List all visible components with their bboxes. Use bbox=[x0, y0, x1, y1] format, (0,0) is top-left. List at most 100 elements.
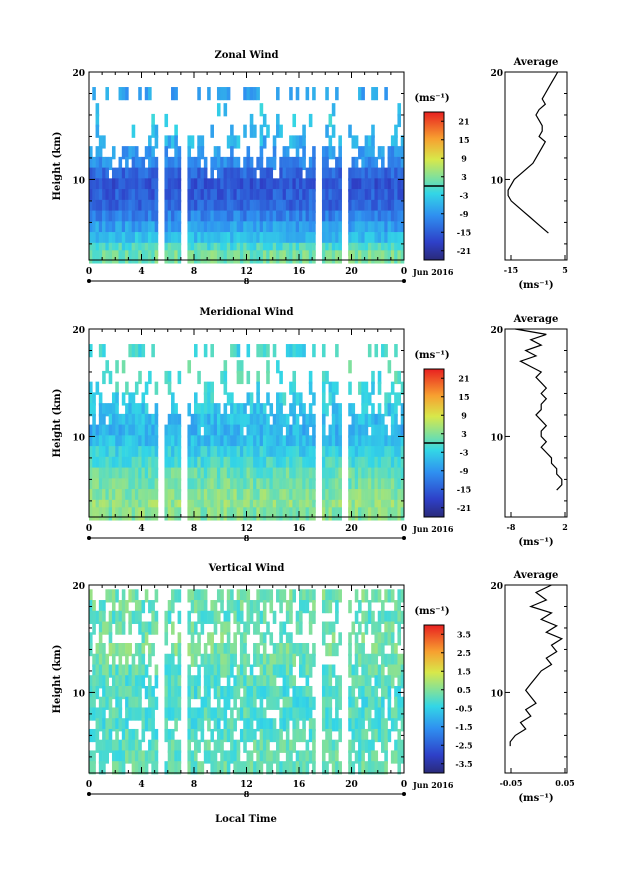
heatmap-cell bbox=[305, 600, 310, 614]
heatmap-cell bbox=[354, 507, 359, 521]
heatmap-cell bbox=[111, 146, 116, 160]
heatmap-cell bbox=[390, 456, 395, 471]
heatmap-cell bbox=[108, 232, 113, 246]
heatmap-cell bbox=[328, 242, 333, 256]
heatmap-cell bbox=[377, 489, 382, 503]
heatmap-cell bbox=[358, 167, 362, 181]
heatmap-cell bbox=[308, 489, 313, 503]
heatmap-cell bbox=[279, 467, 283, 481]
heatmap-cell bbox=[289, 446, 293, 460]
heatmap-cell bbox=[138, 189, 142, 203]
heatmap-cell bbox=[390, 381, 395, 395]
heatmap-cell bbox=[197, 232, 201, 246]
heatmap-cell bbox=[394, 392, 398, 406]
heatmap-cell bbox=[256, 499, 260, 513]
heatmap-cell bbox=[105, 87, 109, 101]
heatmap-cell bbox=[400, 135, 405, 149]
heatmap-cell bbox=[121, 167, 126, 181]
heatmap-cell bbox=[216, 589, 221, 603]
heatmap-cell bbox=[98, 653, 103, 667]
x-tick-label: 12 bbox=[240, 267, 253, 277]
heatmap-cell bbox=[125, 467, 129, 481]
heatmap-cell bbox=[262, 446, 267, 460]
heatmap-cell bbox=[377, 664, 382, 678]
heatmap-cell bbox=[253, 232, 257, 246]
heatmap-cell bbox=[243, 489, 247, 503]
heatmap-cell bbox=[154, 250, 159, 264]
heatmap-cell bbox=[177, 456, 182, 471]
heatmap-cell bbox=[259, 507, 264, 521]
heatmap-cell bbox=[190, 632, 195, 646]
heatmap-cell bbox=[243, 507, 247, 521]
heatmap-cell bbox=[292, 210, 297, 224]
heatmap-cell bbox=[279, 189, 283, 203]
heatmap-cell bbox=[200, 718, 205, 732]
heatmap-cell bbox=[321, 589, 326, 603]
heatmap-cell bbox=[167, 381, 172, 395]
heatmap-cell bbox=[233, 467, 237, 481]
heatmap-cell bbox=[312, 156, 316, 171]
heatmap-cell bbox=[200, 167, 205, 181]
heatmap-cell bbox=[203, 478, 208, 492]
heatmap-cell bbox=[177, 739, 182, 753]
heatmap-cell bbox=[397, 761, 402, 775]
heatmap-cell bbox=[246, 167, 251, 181]
heatmap-cell bbox=[400, 739, 405, 753]
heatmap-cell bbox=[308, 178, 313, 192]
heatmap-cell bbox=[262, 113, 267, 128]
heatmap-cell bbox=[381, 489, 385, 503]
heatmap-cell bbox=[256, 685, 260, 700]
heatmap-cell bbox=[187, 761, 192, 775]
heatmap-cell bbox=[374, 167, 379, 181]
heatmap-cell bbox=[220, 435, 224, 449]
heatmap-cell bbox=[213, 242, 218, 256]
heatmap-cell bbox=[102, 750, 106, 764]
heatmap-cell bbox=[154, 156, 159, 171]
heatmap-cell bbox=[321, 621, 326, 635]
heatmap-cell bbox=[243, 403, 247, 417]
heatmap-cell bbox=[292, 707, 297, 721]
heatmap-cell bbox=[223, 653, 228, 667]
heatmap-cell bbox=[312, 178, 316, 192]
heatmap-cell bbox=[125, 221, 129, 235]
heatmap-cell bbox=[367, 446, 372, 460]
heatmap-cell bbox=[115, 360, 119, 374]
heatmap-cell bbox=[394, 478, 398, 492]
heatmap-cell bbox=[105, 250, 109, 264]
heatmap-cell bbox=[348, 446, 352, 460]
heatmap-cell bbox=[325, 189, 329, 203]
heatmap-cell bbox=[367, 685, 372, 700]
heatmap-cell bbox=[243, 178, 247, 192]
heatmap-cell bbox=[148, 210, 152, 224]
heatmap-cell bbox=[128, 750, 132, 764]
heatmap-cell bbox=[272, 232, 277, 246]
heatmap-cell bbox=[387, 156, 392, 171]
heatmap-cell bbox=[299, 232, 303, 246]
heatmap-cell bbox=[125, 189, 129, 203]
heatmap-cell bbox=[371, 589, 375, 603]
heatmap-cell bbox=[118, 478, 123, 492]
heatmap-cell bbox=[325, 156, 329, 171]
heatmap-cell bbox=[364, 199, 369, 214]
heatmap-cell bbox=[174, 675, 178, 689]
heatmap-cell bbox=[295, 507, 300, 521]
y-tick-label: 20 bbox=[72, 582, 85, 592]
colorbar-tick-label: 1.5 bbox=[457, 666, 471, 676]
heatmap-cell bbox=[272, 718, 277, 732]
heatmap-cell bbox=[387, 403, 392, 417]
heatmap-cell bbox=[384, 589, 388, 603]
heatmap-cell bbox=[400, 189, 405, 203]
colorbar bbox=[423, 624, 445, 774]
heatmap-cell bbox=[128, 199, 132, 214]
heatmap-cell bbox=[210, 156, 214, 171]
heatmap-cell bbox=[148, 685, 152, 700]
heatmap-cell bbox=[256, 403, 260, 417]
heatmap-cell bbox=[289, 344, 293, 358]
heatmap-cell bbox=[249, 456, 254, 471]
heatmap-cell bbox=[134, 499, 139, 513]
heatmap-cell bbox=[374, 156, 379, 171]
heatmap-cell bbox=[111, 242, 116, 256]
heatmap-cell bbox=[128, 499, 132, 513]
heatmap-cell bbox=[177, 507, 182, 521]
heatmap-cell bbox=[92, 478, 96, 492]
